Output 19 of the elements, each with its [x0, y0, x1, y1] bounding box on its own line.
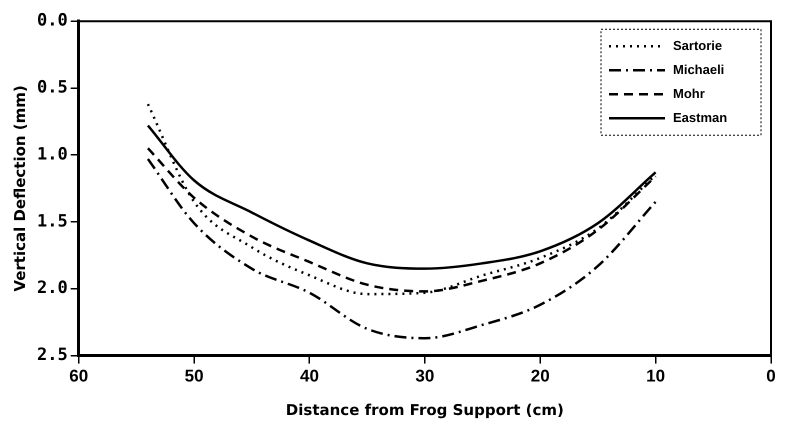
legend-label: Michaeli [673, 62, 724, 77]
y-tick-label: 0.5 [36, 78, 68, 98]
x-tick-label: 10 [646, 366, 666, 386]
x-tick-label: 30 [415, 366, 434, 386]
y-tick-label: 1.5 [36, 211, 68, 232]
y-axis-title: Vertical Deflection (mm) [10, 85, 29, 292]
legend-label: Mohr [673, 86, 705, 101]
x-tick-label: 20 [530, 366, 550, 386]
y-tick-label: 2.0 [36, 278, 68, 298]
y-tick-label: 0.0 [36, 10, 68, 31]
x-tick-label: 50 [184, 366, 204, 386]
legend-label: Sartorie [673, 38, 722, 53]
x-tick-label: 60 [69, 366, 88, 386]
x-tick-label: 40 [300, 366, 319, 386]
x-tick-label: 0 [766, 366, 776, 386]
legend-label: Eastman [673, 110, 728, 125]
y-tick-label: 1.0 [36, 144, 68, 164]
y-tick-label: 2.5 [36, 345, 68, 366]
x-axis-title: Distance from Frog Support (cm) [286, 400, 564, 419]
